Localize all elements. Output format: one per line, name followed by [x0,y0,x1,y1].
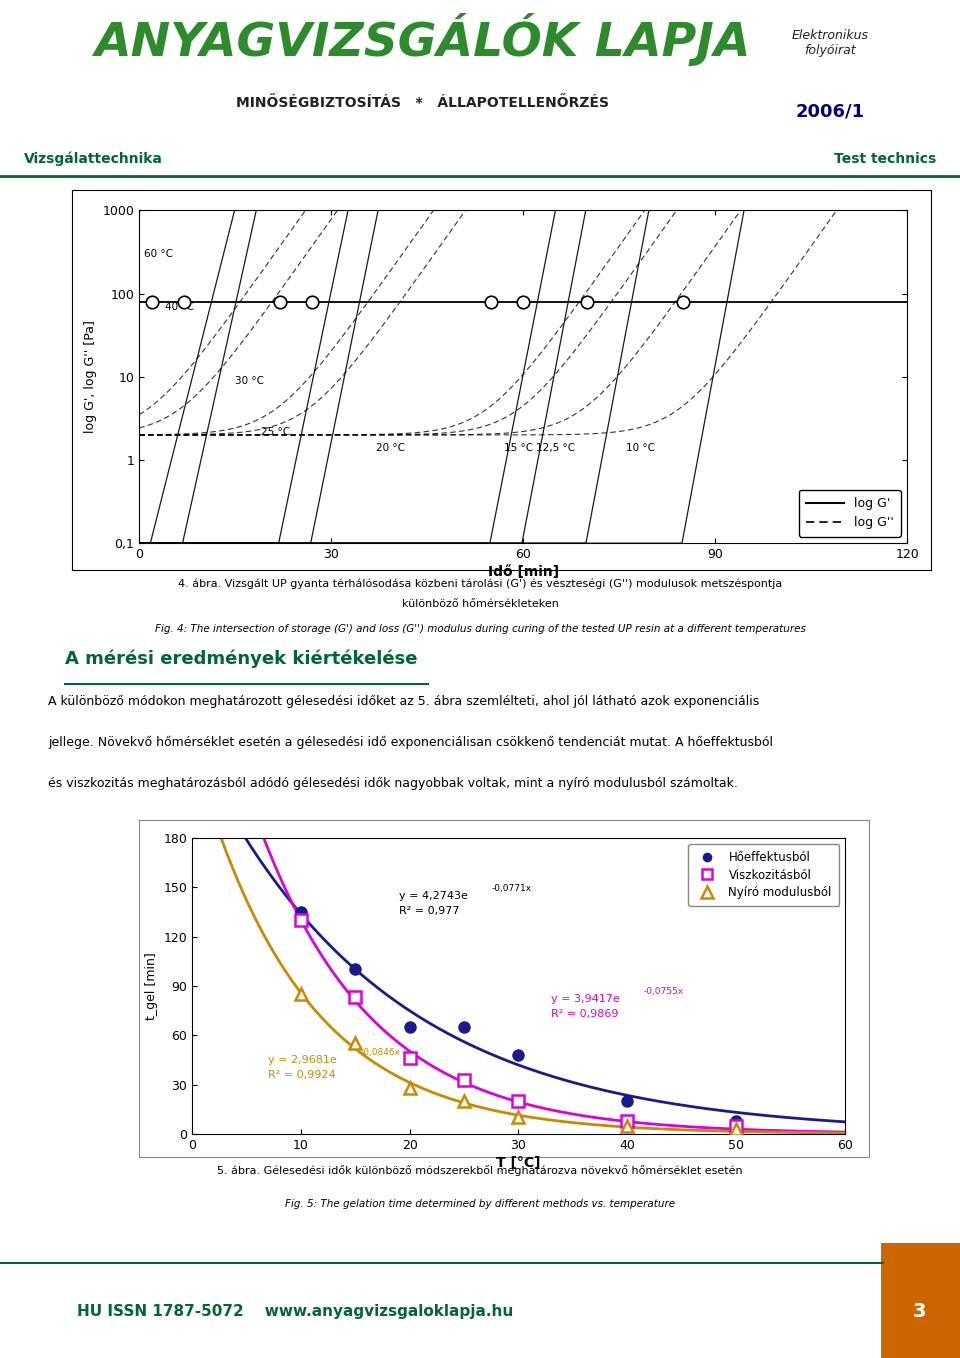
Text: y = 2,9681e: y = 2,9681e [268,1055,337,1065]
Text: R² = 0,9924: R² = 0,9924 [268,1070,336,1080]
Text: -0,0755x: -0,0755x [643,987,684,997]
Text: Elektronikus
folyóirat: Elektronikus folyóirat [792,29,869,57]
Text: HU ISSN 1787-5072    www.anyagvizsgaloklapja.hu: HU ISSN 1787-5072 www.anyagvizsgaloklapj… [77,1304,513,1320]
Text: 12,5 °C: 12,5 °C [536,443,575,452]
Text: A különböző módokon meghatározott gélesedési időket az 5. ábra szemlélteti, ahol: A különböző módokon meghatározott gélese… [48,695,759,709]
Bar [881,1243,960,1358]
Legend: Hőeffektusból, Viszkozitásból, Nyíró modulusból: Hőeffektusból, Viszkozitásból, Nyíró mod… [688,843,839,906]
Text: y = 3,9417e: y = 3,9417e [551,994,620,1005]
Text: 25 °C: 25 °C [261,426,290,436]
Text: -0,0846x: -0,0846x [361,1048,400,1057]
Text: különböző hőmérsékleteken: különböző hőmérsékleteken [401,599,559,608]
Text: 30 °C: 30 °C [235,376,264,386]
Text: 2006/1: 2006/1 [796,102,865,121]
Text: y = 4,2743e: y = 4,2743e [398,891,468,900]
Text: Vizsgálattechnika: Vizsgálattechnika [24,152,163,166]
Text: ANYAGVIZSGÁLÓK LAPJA: ANYAGVIZSGÁLÓK LAPJA [94,14,751,67]
Y-axis label: log G', log G'' [Pa]: log G', log G'' [Pa] [84,320,97,433]
Text: Fig. 5: The gelation time determined by different methods vs. temperature: Fig. 5: The gelation time determined by … [285,1199,675,1210]
Text: 60 °C: 60 °C [144,249,174,259]
Text: 20 °C: 20 °C [376,443,405,452]
Y-axis label: t_gel [min]: t_gel [min] [145,952,157,1020]
X-axis label: T [°C]: T [°C] [496,1156,540,1171]
Text: 10 °C: 10 °C [626,443,655,452]
Text: 4. ábra. Vizsgált UP gyanta térhálósodása közbeni tárolási (G') és veszteségi (G: 4. ábra. Vizsgált UP gyanta térhálósodás… [178,579,782,588]
Text: -0,0771x: -0,0771x [492,884,531,892]
Text: jellege. Növekvő hőmérséklet esetén a gélesedési idő exponenciálisan csökkenő te: jellege. Növekvő hőmérséklet esetén a gé… [48,736,773,750]
X-axis label: Idő [min]: Idő [min] [488,565,559,580]
Text: R² = 0,977: R² = 0,977 [398,906,459,915]
Text: 40 °C: 40 °C [165,301,194,311]
Text: 3: 3 [913,1302,926,1321]
Text: Fig. 4: The intersection of storage (G') and loss (G'') modulus during curing of: Fig. 4: The intersection of storage (G')… [155,623,805,634]
Text: 15 °C: 15 °C [504,443,533,452]
Text: és viszkozitás meghatározásból adódó gélesedési idők nagyobbak voltak, mint a ny: és viszkozitás meghatározásból adódó gél… [48,777,738,790]
Text: 5. ábra. Gélesedési idők különböző módszerekből meghatározva növekvő hőmérséklet: 5. ábra. Gélesedési idők különböző módsz… [217,1165,743,1176]
Text: Test technics: Test technics [833,152,936,166]
Text: A mérési eredmények kiértékelése: A mérési eredmények kiértékelése [65,649,418,668]
Text: R² = 0,9869: R² = 0,9869 [551,1009,618,1018]
Text: MINŐSÉGBIZTOSÍTÁS   *   ÁLLAPOTELLENŐRZÉS: MINŐSÉGBIZTOSÍTÁS * ÁLLAPOTELLENŐRZÉS [236,95,609,110]
Legend: log G', log G'': log G', log G'' [799,490,900,536]
